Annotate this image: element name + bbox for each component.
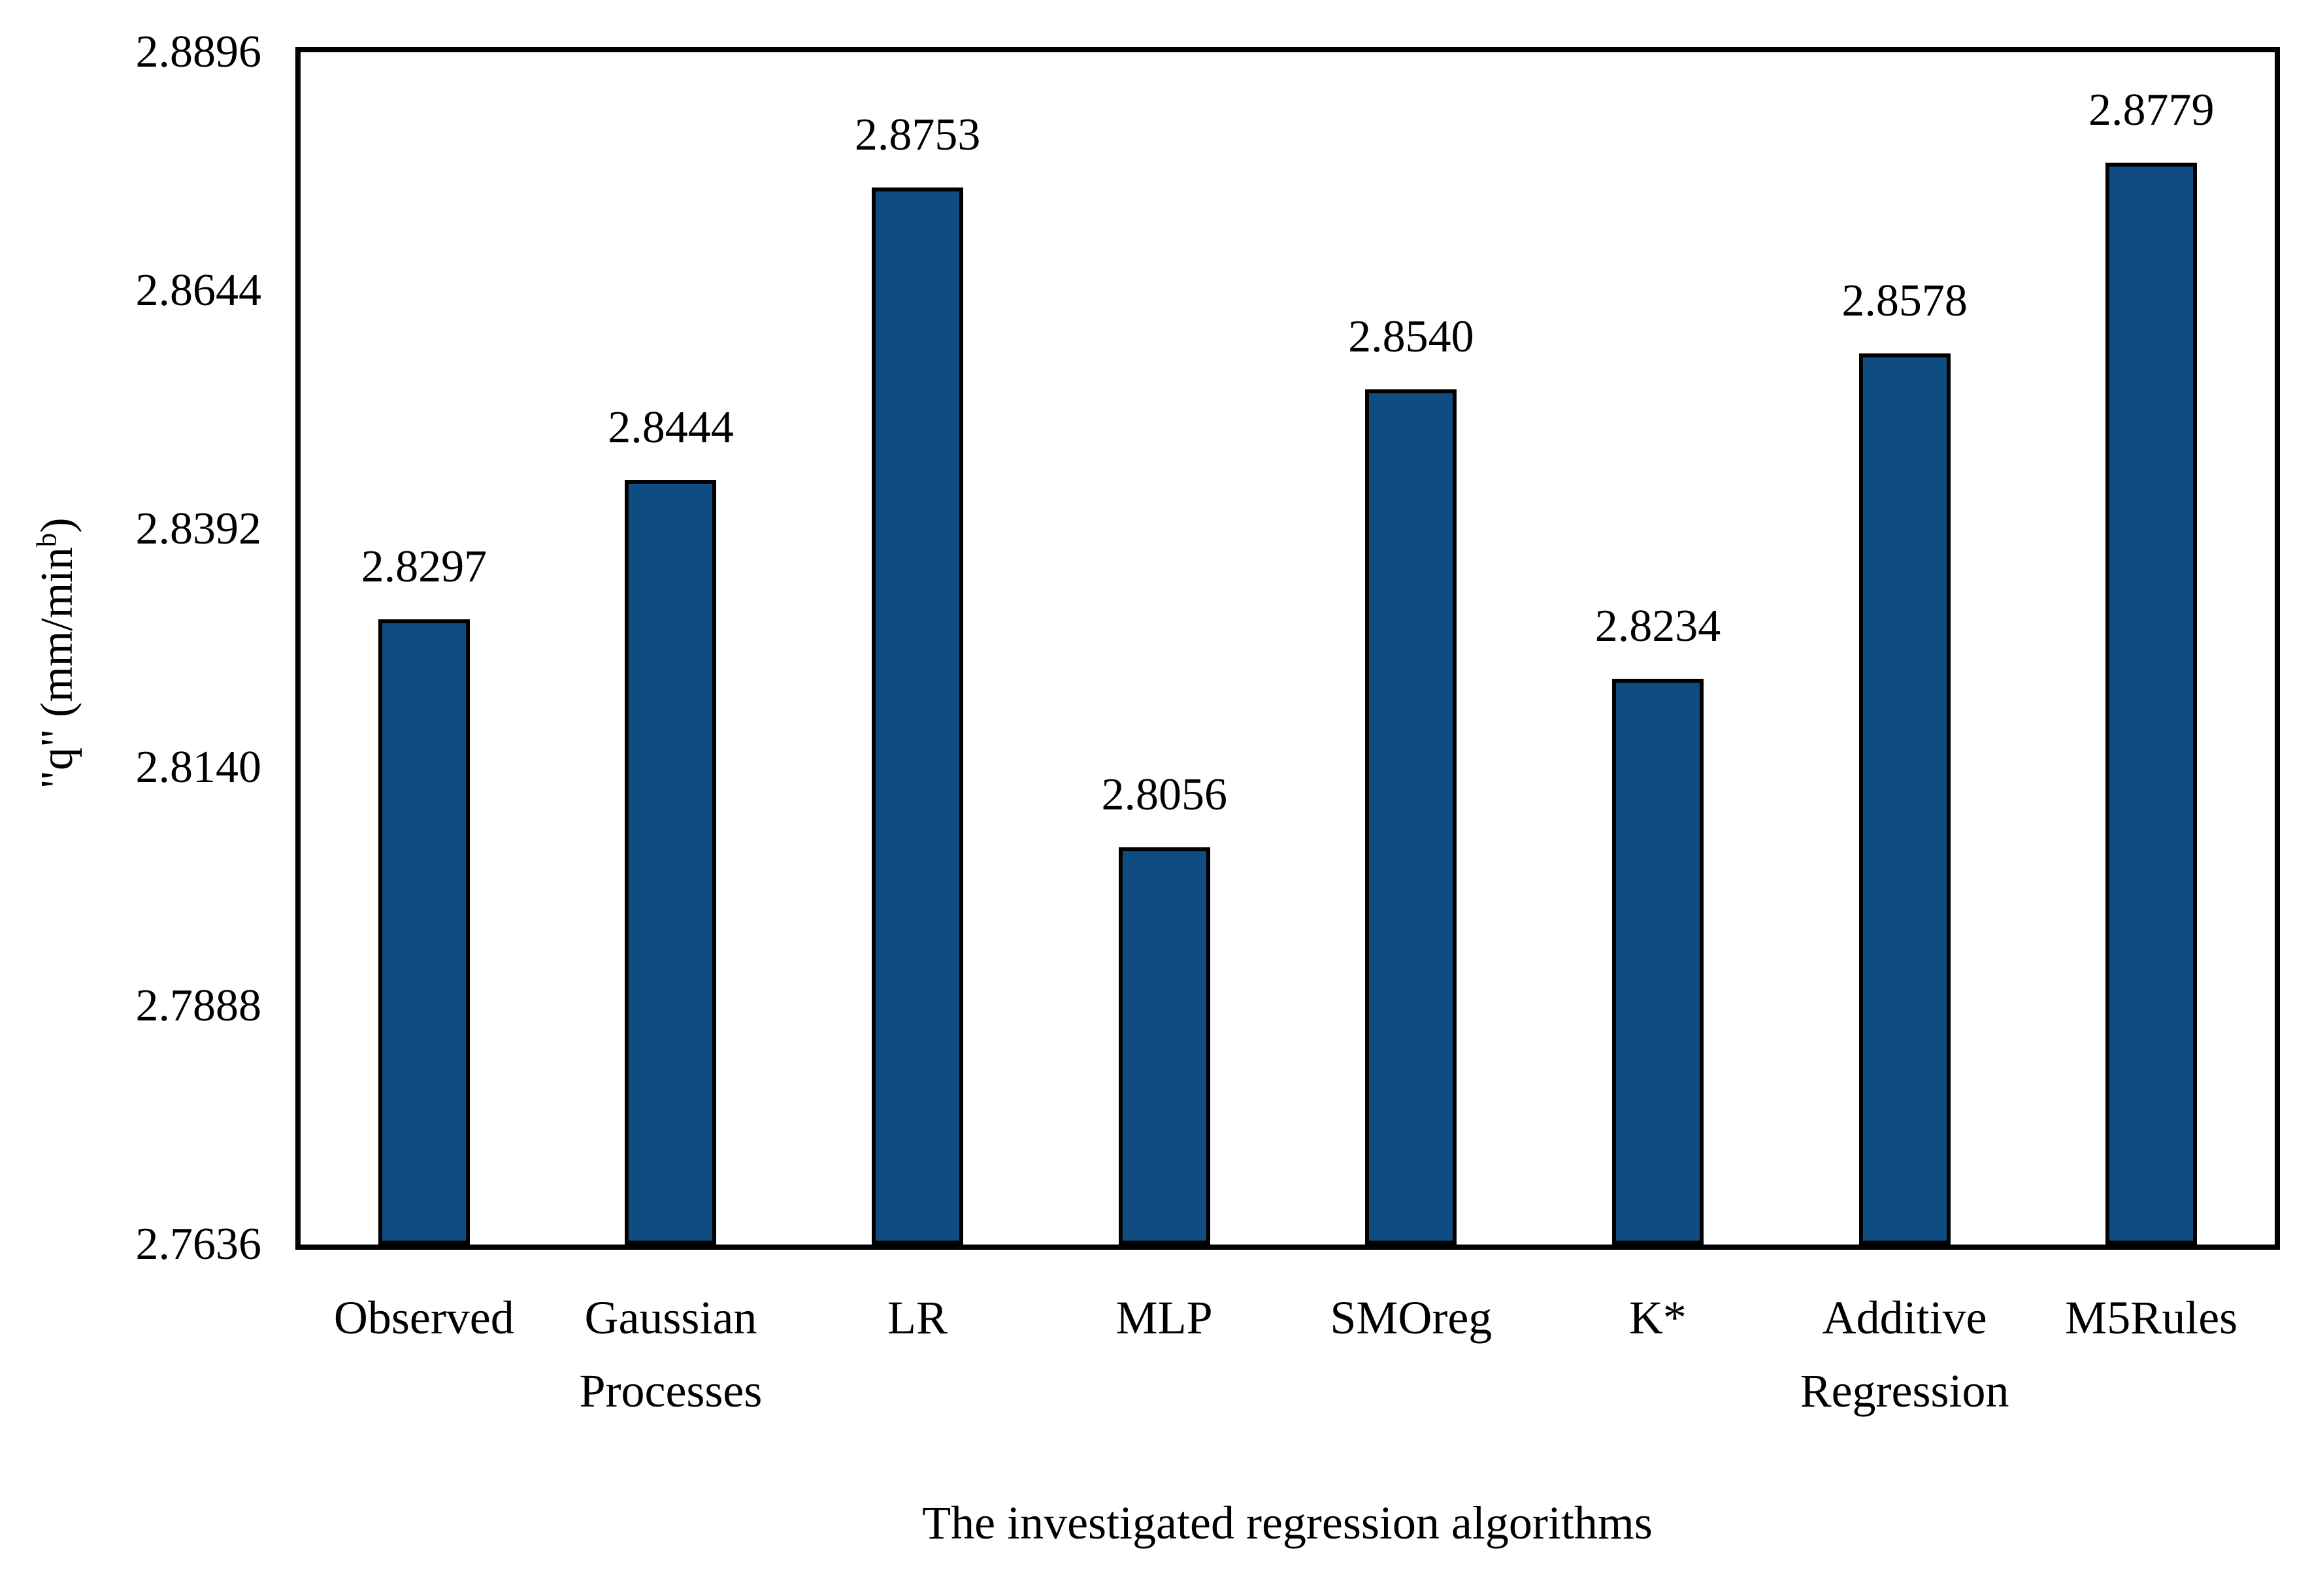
bar-value-label: 2.8540 [1348, 311, 1474, 362]
y-axis-tick-label: 2.8896 [135, 27, 262, 77]
bar [1611, 678, 1704, 1245]
bar [625, 480, 717, 1245]
plot-area: 2.8297 2.8444 2.8753 2.8056 2.8540 2.8234 2.85… [295, 47, 2280, 1250]
x-axis-category-label: MLP [1115, 1292, 1213, 1344]
bar [378, 619, 470, 1245]
y-axis-tick-label: 2.8140 [135, 742, 262, 792]
x-axis-category-label: M5Rules [2065, 1292, 2238, 1344]
bar [2105, 163, 2198, 1245]
bar [1118, 847, 1210, 1245]
bar [872, 187, 964, 1245]
y-axis-tick-label: 2.8644 [135, 265, 262, 316]
bar-value-label: 2.8444 [608, 402, 734, 453]
x-axis-title: The investigated regression algorithms [922, 1497, 1653, 1549]
y-axis-ticks: 2.8896 2.8644 2.8392 2.8140 2.7888 2.7636 [0, 29, 281, 1267]
y-axis-tick-label: 2.8392 [135, 504, 262, 554]
bar-value-label: 2.8297 [361, 541, 487, 592]
bar [1858, 353, 1951, 1245]
bar-value-label: 2.8779 [2088, 85, 2215, 136]
x-axis-category-label: Additive Regression [1800, 1292, 2009, 1417]
bar-value-label: 2.8234 [1594, 600, 1721, 651]
x-axis-category-label: LR [887, 1292, 948, 1344]
bar [1365, 389, 1457, 1245]
x-axis-category-labels: Observed Gaussian Processes LR MLP SMOreg K* A… [301, 1282, 2275, 1504]
x-axis-category-label: Observed [333, 1292, 514, 1344]
x-axis-category-label: Gaussian Processes [579, 1292, 763, 1417]
x-axis-category-label: K* [1628, 1292, 1687, 1344]
y-axis-tick-label: 2.7888 [135, 981, 262, 1031]
x-axis-category-label: SMOreg [1330, 1292, 1493, 1344]
y-axis-tick-label: 2.7636 [135, 1219, 262, 1269]
bar-value-label: 2.8753 [854, 110, 981, 161]
bar-value-label: 2.8056 [1101, 769, 1227, 820]
bar-value-label: 2.8578 [1841, 275, 1968, 326]
